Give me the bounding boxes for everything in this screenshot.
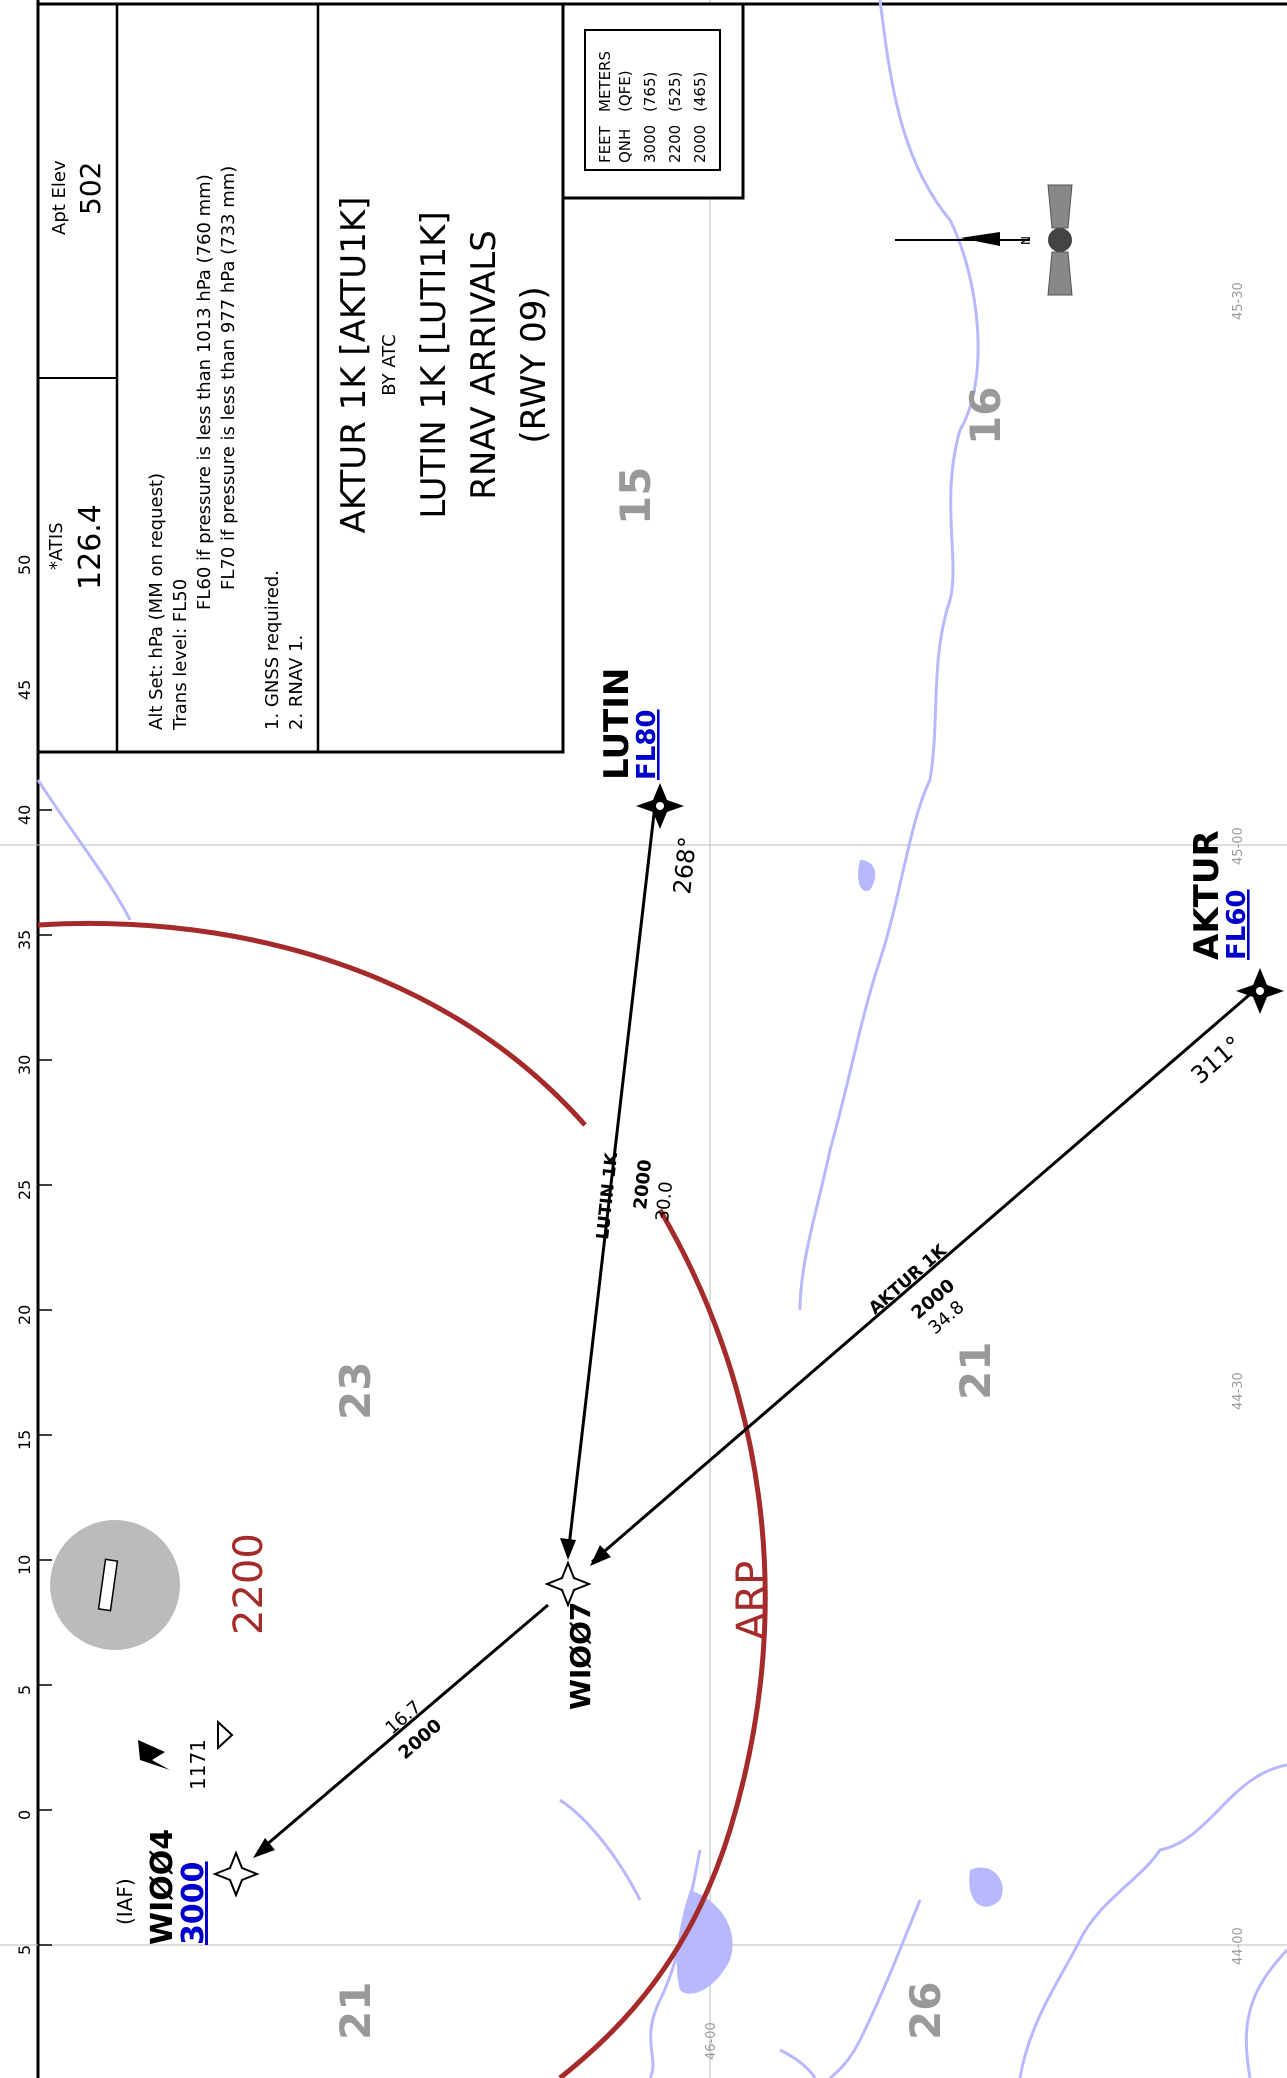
note-line: Trans level: FL50 bbox=[170, 579, 191, 731]
msa-circle bbox=[50, 1520, 180, 1650]
grid-mora-value: 26 bbox=[901, 1982, 950, 2040]
title-line: BY ATC bbox=[379, 334, 400, 396]
compass-wing-icon bbox=[1047, 184, 1073, 229]
table-header: FEET bbox=[596, 125, 614, 163]
atis-label: *ATIS bbox=[46, 522, 67, 570]
scale-label: 10 bbox=[15, 1555, 34, 1575]
note-line: 1. GNSS required. bbox=[262, 570, 283, 730]
table-cell: 2200 bbox=[666, 125, 684, 163]
scale-label: 5 bbox=[15, 1685, 34, 1695]
arp-arc bbox=[37, 920, 768, 2078]
table-subheader: (QFE) bbox=[616, 70, 634, 112]
lakes bbox=[676, 860, 1003, 1994]
lat-label: 45-30 bbox=[1231, 282, 1246, 320]
lat-label: 45-00 bbox=[1231, 827, 1246, 865]
atis-frequency: 126.4 bbox=[73, 504, 108, 590]
lutin-leg-dist: 30.0 bbox=[652, 1180, 677, 1222]
grid-mora-value: 16 bbox=[961, 387, 1010, 445]
table-header: METERS bbox=[596, 51, 614, 112]
scale-label: 25 bbox=[15, 1180, 34, 1200]
title-line: LUTIN 1K [LUTI1K] bbox=[414, 211, 454, 518]
waypoint-icon bbox=[212, 1850, 260, 1898]
title-line: RNAV ARRIVALS bbox=[464, 230, 504, 500]
scale-label: 5 bbox=[15, 1945, 34, 1955]
table-cell: 3000 bbox=[641, 125, 659, 163]
table-cell: 2000 bbox=[691, 125, 709, 163]
procedure-title: AKTUR 1K [AKTU1K] BY ATC LUTIN 1K [LUTI1… bbox=[334, 197, 554, 534]
lutin-name: LUTIN bbox=[597, 668, 637, 780]
apt-elev-value: 502 bbox=[74, 162, 107, 215]
waypoint-aktur[interactable]: AKTUR FL60 bbox=[1187, 830, 1284, 1014]
final-leg bbox=[257, 1603, 549, 1854]
table-subheader: QNH bbox=[616, 129, 634, 163]
grid-mora-value: 21 bbox=[331, 1982, 380, 2040]
north-label: N bbox=[1019, 236, 1033, 245]
altitude-conversion-table: FEET METERS QNH (QFE) 3000 (765) 2200 (5… bbox=[561, 2, 745, 200]
apt-elev-label: Apt Elev bbox=[49, 160, 70, 235]
lutin-altitude: FL80 bbox=[632, 709, 662, 780]
waypoint-wi004[interactable]: (IAF) WIØØ4 3000 bbox=[113, 1829, 260, 1946]
lat-label: 44-00 bbox=[1231, 1927, 1246, 1965]
title-line: AKTUR 1K [AKTU1K] bbox=[334, 197, 374, 534]
wi007-name: WIØØ7 bbox=[564, 1602, 597, 1710]
table-cell: (765) bbox=[641, 72, 659, 112]
waypoint-icon bbox=[544, 1560, 592, 1608]
waypoint-lutin[interactable]: LUTIN FL80 bbox=[597, 668, 684, 829]
grid-mora-value: 21 bbox=[951, 1342, 1000, 1400]
north-arrow: N bbox=[895, 184, 1073, 296]
header-box: Apt Elev 502 *ATIS 126.4 Alt Set: hPa (M… bbox=[36, 2, 565, 754]
scale-label: 30 bbox=[15, 1055, 34, 1075]
title-line: (RWY 09) bbox=[514, 286, 554, 443]
note-line: 2. RNAV 1. bbox=[286, 635, 307, 730]
aktur-altitude: FL60 bbox=[1222, 889, 1252, 960]
scale-labels: 5 0 5 10 15 20 25 30 35 40 45 50 bbox=[15, 555, 34, 1955]
wi004-altitude: 3000 bbox=[176, 1862, 211, 1946]
grid-mora-value: 23 bbox=[331, 1362, 380, 1420]
note-line: FL60 if pressure is less than 1013 hPa (… bbox=[194, 174, 215, 610]
lat-label: 44-30 bbox=[1231, 1372, 1246, 1410]
lon-label: 46-00 bbox=[704, 2022, 719, 2060]
table-cell: (525) bbox=[666, 72, 684, 112]
table-cell: (465) bbox=[691, 72, 709, 112]
compass-wing-icon bbox=[1047, 251, 1073, 296]
aktur-name: AKTUR bbox=[1187, 830, 1227, 960]
aktur-leg bbox=[591, 988, 1256, 1564]
scale-label: 0 bbox=[15, 1810, 34, 1820]
lutin-course: 268° bbox=[668, 835, 702, 895]
msa-altitude: 2200 bbox=[226, 1533, 272, 1635]
note-line: Alt Set: hPa (MM on request) bbox=[146, 473, 167, 730]
note-line: FL70 if pressure is less than 977 hPa (7… bbox=[218, 166, 239, 590]
spot-elevation-icon bbox=[217, 1719, 234, 1751]
grid-mora: 15 16 23 21 21 26 bbox=[331, 387, 1010, 2040]
obstacle-elevation: 1171 bbox=[186, 1739, 210, 1790]
scale-label: 20 bbox=[15, 1305, 34, 1325]
wi004-name: WIØØ4 bbox=[145, 1829, 180, 1945]
coord-labels: 45-30 45-00 44-30 44-00 46-00 bbox=[704, 282, 1246, 2060]
wi004-iaf-tag: (IAF) bbox=[113, 1878, 137, 1925]
scale-label: 15 bbox=[15, 1430, 34, 1450]
scale-label: 50 bbox=[15, 555, 34, 575]
scale-label: 45 bbox=[15, 680, 34, 700]
lutin-leg bbox=[566, 804, 657, 1556]
notes: Alt Set: hPa (MM on request) Trans level… bbox=[146, 166, 307, 731]
obstacle-icon bbox=[138, 1740, 170, 1770]
waypoint-wi007[interactable]: WIØØ7 bbox=[544, 1560, 597, 1710]
arp-label: ARP bbox=[729, 1561, 775, 1640]
runway-symbol bbox=[97, 1558, 119, 1612]
scale-label: 40 bbox=[15, 805, 34, 825]
route-arrows bbox=[253, 1538, 611, 1858]
lutin-leg-alt: 2000 bbox=[630, 1158, 656, 1210]
routes bbox=[257, 804, 1256, 1854]
grid-mora-value: 15 bbox=[611, 467, 660, 525]
rivers bbox=[36, 0, 1287, 2078]
scale-label: 35 bbox=[15, 930, 34, 950]
